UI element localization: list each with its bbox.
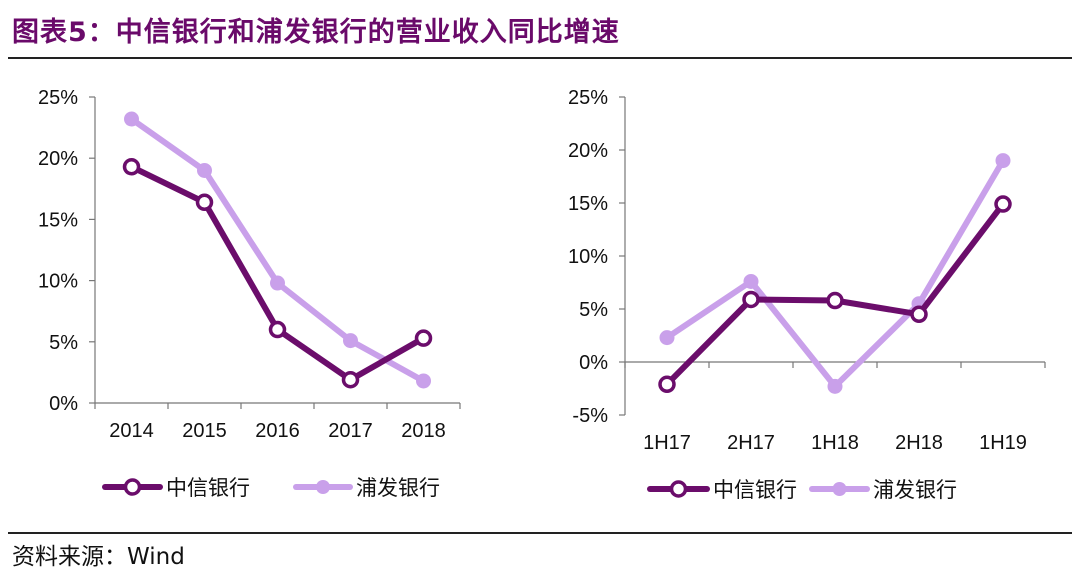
y-tick-label: 25% — [38, 87, 78, 109]
data-point-citic — [994, 195, 1012, 213]
data-point-spdb — [124, 111, 139, 127]
y-tick-label: 10% — [568, 246, 608, 268]
x-tick-label: 1H19 — [979, 432, 1027, 454]
data-point-citic — [658, 375, 676, 394]
y-tick-label: 0% — [579, 352, 608, 374]
data-point-citic — [414, 329, 433, 347]
series-line-citic — [128, 163, 427, 383]
y-tick-label: 5% — [579, 299, 608, 321]
y-tick-label: 20% — [568, 140, 608, 162]
y-tick-label: 15% — [38, 209, 78, 231]
data-point-spdb — [827, 378, 843, 394]
legend-label-citic: 中信银行 — [166, 476, 250, 500]
title-divider — [8, 57, 1072, 59]
y-tick-label: 15% — [568, 193, 608, 215]
data-point-spdb — [659, 330, 675, 346]
data-point-citic — [910, 305, 928, 324]
y-tick-label: 5% — [49, 332, 78, 354]
source-note: 资料来源：Wind — [12, 544, 185, 570]
legend-label-spdb: 浦发银行 — [356, 476, 440, 500]
data-point-citic — [742, 290, 760, 309]
chart-title: 图表5：中信银行和浦发银行的营业收入同比增速 — [12, 17, 620, 48]
x-tick-label: 2014 — [109, 420, 154, 442]
legend-marker-spdb — [316, 480, 330, 494]
y-tick-label: 25% — [568, 87, 608, 109]
y-tick-label: 10% — [38, 271, 78, 293]
y-tick-label: -5% — [572, 405, 608, 427]
data-point-spdb — [743, 273, 759, 289]
legend-label-spdb: 浦发银行 — [873, 478, 957, 502]
data-point-citic — [341, 370, 360, 389]
data-point-citic — [826, 291, 844, 310]
data-point-citic — [195, 193, 214, 212]
y-tick-label: 20% — [38, 148, 78, 170]
data-point-spdb — [995, 153, 1011, 169]
x-tick-label: 2018 — [401, 420, 446, 442]
x-tick-label: 1H17 — [643, 432, 691, 454]
y-tick-label: 0% — [49, 393, 78, 415]
footer-divider — [8, 532, 1072, 534]
legend-label-citic: 中信银行 — [713, 478, 797, 502]
data-point-spdb — [343, 333, 358, 349]
x-tick-label: 2016 — [255, 420, 300, 442]
data-point-spdb — [197, 162, 212, 178]
legend-marker-spdb — [832, 482, 847, 496]
x-tick-label: 1H18 — [811, 432, 859, 454]
data-point-citic — [122, 158, 141, 176]
x-tick-label: 2H17 — [727, 432, 775, 454]
x-tick-label: 2015 — [182, 420, 227, 442]
legend-marker-citic — [123, 478, 142, 496]
data-point-spdb — [270, 275, 285, 291]
x-tick-label: 2017 — [328, 420, 373, 442]
series-line-spdb — [128, 116, 427, 384]
legend-marker-citic — [669, 480, 688, 498]
data-point-spdb — [416, 373, 431, 389]
data-point-citic — [268, 320, 287, 339]
x-tick-label: 2H18 — [895, 432, 943, 454]
